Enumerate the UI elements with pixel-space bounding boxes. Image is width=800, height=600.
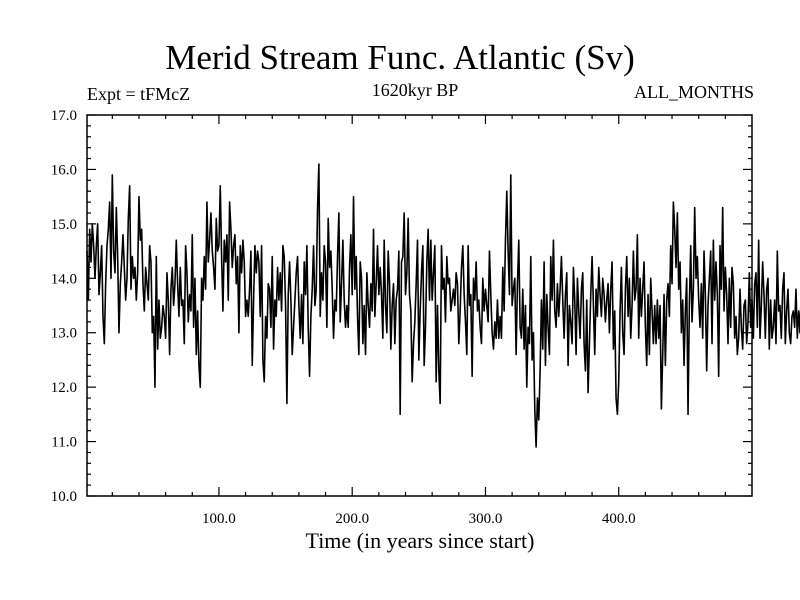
x-axis-label: Time (in years since start): [305, 528, 535, 553]
plot-frame: [86, 114, 753, 497]
y-tick-label: 17.0: [51, 108, 77, 124]
y-tick-label: 10.0: [51, 489, 77, 505]
chart-title: Merid Stream Func. Atlantic (Sv): [165, 38, 635, 77]
experiment-label: Expt = tFMcZ: [87, 84, 191, 104]
x-tick-label: 400.0: [602, 511, 636, 527]
y-tick-label: 14.0: [51, 271, 77, 287]
y-tick-label: 15.0: [51, 217, 77, 233]
tick-labels-group: 10.0 11.0 12.0 13.0 14.0 15.0 16.0 17.0 100.0 200…: [51, 108, 636, 527]
period-label: 1620kyr BP: [371, 80, 459, 100]
y-tick-label: 16.0: [51, 162, 77, 178]
x-tick-label: 100.0: [202, 511, 236, 527]
y-tick-label: 13.0: [51, 326, 77, 342]
series-line: [86, 163, 800, 448]
y-tick-label: 11.0: [51, 435, 77, 451]
months-label: ALL_MONTHS: [634, 82, 754, 102]
y-tick-label: 12.0: [51, 380, 77, 396]
x-tick-label: 200.0: [335, 511, 369, 527]
x-tick-label: 300.0: [469, 511, 503, 527]
